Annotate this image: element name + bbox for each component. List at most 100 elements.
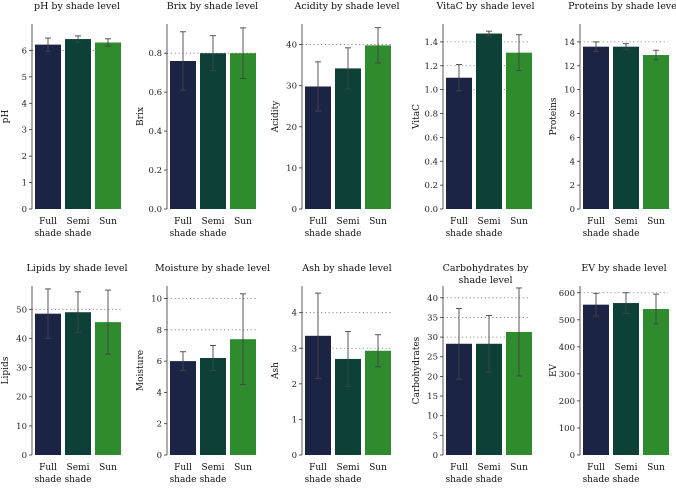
y-tick-label: 1 xyxy=(292,415,297,425)
category-label: shade xyxy=(200,475,227,485)
y-tick-label: 0.8 xyxy=(148,49,162,59)
y-axis-label: VitaC xyxy=(412,104,422,130)
y-tick-label: 4 xyxy=(22,99,27,109)
category-label: shade xyxy=(476,475,503,485)
y-tick-label: 0.8 xyxy=(424,110,438,120)
y-axis-label: Moisture xyxy=(136,350,146,391)
category-label: shade xyxy=(613,229,640,239)
category-label: shade xyxy=(446,475,473,485)
y-tick-label: 5 xyxy=(433,431,438,441)
category-label: shade xyxy=(65,229,92,239)
category-label: Semi xyxy=(67,217,90,227)
y-tick-label: 4 xyxy=(157,388,162,398)
y-tick-label: 10 xyxy=(16,422,27,432)
category-label: Sun xyxy=(510,217,528,227)
y-tick-label: 0 xyxy=(292,451,297,461)
y-tick-label: 10 xyxy=(427,412,438,422)
panel-acidity: Acidity by shade level 0 10 20 30 40 Acidity Fu… xyxy=(271,1,400,239)
y-tick-label: 20 xyxy=(16,393,27,403)
category-label: Semi xyxy=(202,463,225,473)
panel-vitac: VitaC by shade level 0.0 0.2 0.4 0.6 0.8 1.0 1.… xyxy=(412,1,535,239)
y-tick-label: 2 xyxy=(570,181,575,191)
y-tick-label: 12 xyxy=(564,62,575,72)
bar xyxy=(583,46,609,210)
y-tick-label: 5 xyxy=(22,73,27,83)
y-axis-label: pH xyxy=(1,110,11,124)
category-label: shade xyxy=(170,475,197,485)
y-tick-label: 0 xyxy=(433,451,438,461)
bar xyxy=(613,303,639,455)
y-tick-label: 6 xyxy=(570,133,575,143)
chart-title: Acidity by shade level xyxy=(293,1,399,12)
y-tick-label: 8 xyxy=(570,110,575,120)
y-tick-label: 30 xyxy=(286,82,297,92)
y-tick-label: 30 xyxy=(427,333,438,343)
y-tick-label: 2 xyxy=(157,420,162,430)
category-label: Semi xyxy=(202,217,225,227)
y-tick-label: 2 xyxy=(292,380,297,390)
category-label: Sun xyxy=(369,217,387,227)
y-tick-label: 0.6 xyxy=(148,88,162,98)
y-tick-label: 14 xyxy=(564,38,575,48)
category-label: shade xyxy=(305,475,332,485)
category-label: Full xyxy=(309,217,327,227)
category-label: Sun xyxy=(234,217,252,227)
category-label: Semi xyxy=(615,463,638,473)
bar xyxy=(230,53,256,209)
bar xyxy=(170,361,196,455)
category-label: Sun xyxy=(647,217,665,227)
y-tick-label: 0.4 xyxy=(424,157,438,167)
y-tick-label: 100 xyxy=(559,424,575,434)
panel-moisture: Moisture by shade level 0 2 4 6 8 10 Moisture Fu… xyxy=(136,263,270,485)
category-label: Semi xyxy=(478,217,501,227)
bar xyxy=(506,52,532,210)
y-axis-label: Brix xyxy=(136,107,146,126)
category-label: shade xyxy=(613,475,640,485)
bar xyxy=(365,45,391,209)
y-tick-label: 0 xyxy=(570,451,575,461)
category-label: Semi xyxy=(478,463,501,473)
y-tick-label: 300 xyxy=(559,370,575,380)
y-tick-label: 20 xyxy=(286,123,297,133)
y-tick-label: 0 xyxy=(157,451,162,461)
chart-title: Lipids by shade level xyxy=(27,263,128,274)
y-tick-label: 6 xyxy=(157,357,162,367)
y-tick-label: 30 xyxy=(16,364,27,374)
bar xyxy=(95,42,121,209)
y-tick-label: 40 xyxy=(286,41,297,51)
bar xyxy=(476,33,502,209)
y-axis-label: Lipids xyxy=(1,356,11,384)
y-tick-label: 200 xyxy=(559,397,575,407)
category-label: Full xyxy=(174,217,192,227)
category-label: Full xyxy=(174,463,192,473)
bar xyxy=(583,304,609,455)
category-label: Sun xyxy=(510,463,528,473)
category-label: Full xyxy=(309,463,327,473)
y-tick-label: 40 xyxy=(16,334,27,344)
y-axis-label: Ash xyxy=(271,362,281,380)
category-label: Full xyxy=(587,463,605,473)
category-label: Full xyxy=(450,217,468,227)
chart-title: shade level xyxy=(458,275,512,286)
chart-title: VitaC by shade level xyxy=(435,1,534,12)
panel-ev: EV by shade level 0 100 200 300 400 500 600 EV Fu… xyxy=(549,263,669,485)
panel-brix: Brix by shade level 0.0 0.2 0.4 0.6 0.8 Brix Fu… xyxy=(136,1,258,239)
y-tick-label: 600 xyxy=(559,289,575,299)
category-label: Sun xyxy=(234,463,252,473)
y-tick-label: 4 xyxy=(570,157,575,167)
y-tick-label: 400 xyxy=(559,343,575,353)
y-tick-label: 35 xyxy=(427,313,438,323)
y-tick-label: 3 xyxy=(22,126,27,136)
y-tick-label: 20 xyxy=(427,372,438,382)
bar xyxy=(65,312,91,455)
bar xyxy=(65,39,91,209)
panel-ash: Ash by shade level01234AshFullshadeSemis… xyxy=(271,263,392,485)
y-tick-label: 0 xyxy=(22,205,27,215)
y-tick-label: 1.4 xyxy=(424,38,438,48)
bar xyxy=(200,357,226,455)
category-label: Semi xyxy=(615,217,638,227)
y-axis-label: Carbohydrates xyxy=(412,336,422,404)
y-axis-label: Proteins xyxy=(549,97,559,135)
category-label: Sun xyxy=(99,463,117,473)
